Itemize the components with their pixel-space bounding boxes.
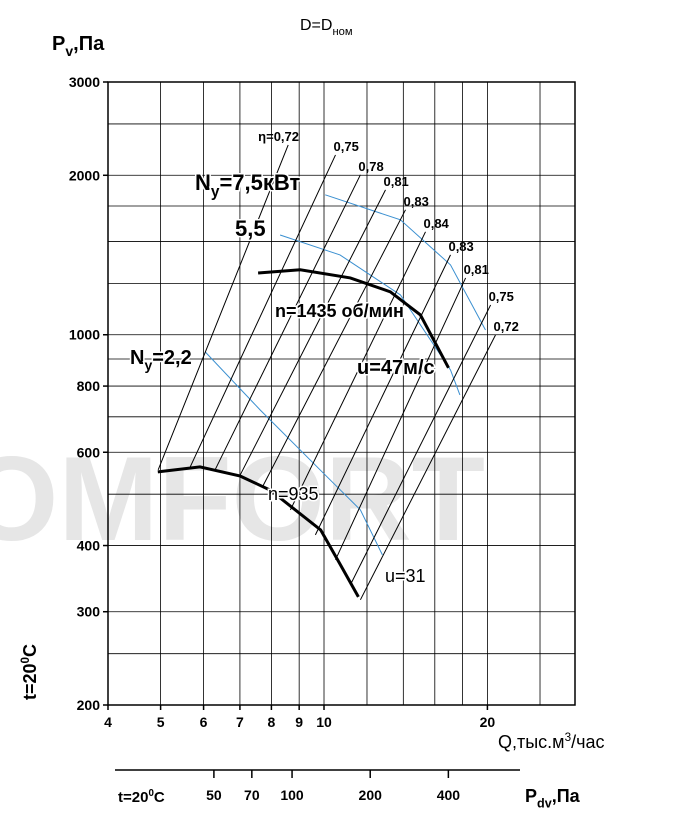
power-curve	[325, 194, 486, 331]
efficiency-label: 0,81	[383, 174, 408, 189]
efficiency-line	[359, 334, 496, 601]
x-tick-label: 5	[157, 714, 165, 730]
y-axis-label: Pv,Па	[52, 33, 105, 59]
x-axis-label: Q,тыс.м3/час	[498, 731, 604, 752]
annotation-main: N	[130, 347, 144, 369]
efficiency-label: η=0,72	[258, 129, 299, 144]
annotation-sub: y	[144, 357, 152, 373]
y-axis-label-sub: v	[65, 43, 73, 59]
speed-curve	[257, 268, 450, 369]
chart-title-sub: ном	[332, 26, 352, 38]
efficiency-line	[157, 144, 289, 470]
pdv-end-label-rest: ,Па	[552, 786, 581, 806]
side-label-rest: C	[20, 644, 40, 657]
y-tick-label: 400	[77, 538, 101, 554]
side-label: t=200C	[19, 644, 40, 700]
pdv-tick-label: 200	[359, 787, 383, 803]
power-curve	[204, 351, 383, 556]
efficiency-line	[289, 231, 426, 511]
y-tick-label: 600	[77, 444, 101, 460]
pdv-start-label: t=200C	[118, 788, 165, 806]
x-tick-label: 4	[104, 714, 112, 730]
pdv-tick-label: 50	[206, 787, 222, 803]
pdv-end-label-sub: dv	[537, 796, 552, 810]
x-axis-label-main: Q,тыс.м	[498, 732, 565, 752]
x-tick-label: 8	[268, 714, 276, 730]
y-tick-label: 300	[77, 604, 101, 620]
y-axis-label-rest: ,Па	[73, 33, 105, 55]
y-tick-label: 800	[77, 378, 101, 394]
pdv-tick-label: 100	[280, 787, 304, 803]
x-tick-label: 9	[295, 714, 303, 730]
annotation: u=31	[385, 566, 426, 586]
annotation-sub: y	[211, 184, 220, 201]
speed-curve	[157, 465, 360, 598]
pdv-start-label-main: t=20	[118, 789, 148, 806]
pdv-start-label-sup: 0	[148, 788, 154, 799]
y-tick-label: 1000	[69, 327, 100, 343]
x-tick-label: 6	[200, 714, 208, 730]
side-label-main: t=20	[20, 663, 40, 700]
annotation-main: N	[195, 170, 211, 195]
watermark: OMFORT	[0, 432, 485, 566]
annotation: n=935	[268, 484, 319, 504]
x-tick-label: 10	[316, 714, 332, 730]
efficiency-label: 0,81	[464, 262, 489, 277]
pdv-end-label: Pdv,Па	[525, 786, 581, 810]
annotation-main: 5,5	[235, 216, 266, 241]
annotation-rest: =2,2	[152, 347, 191, 369]
efficiency-line	[314, 254, 451, 536]
x-axis-label-sup: 3	[565, 731, 572, 744]
y-axis-label-main: P	[52, 33, 65, 55]
efficiency-label: 0,84	[423, 216, 449, 231]
y-tick-label: 3000	[69, 74, 100, 90]
efficiency-label: 0,72	[494, 319, 519, 334]
annotation: 5,5	[235, 216, 266, 241]
efficiency-label: 0,78	[358, 159, 383, 174]
efficiency-label: 0,83	[448, 239, 473, 254]
chart-title-main: D=D	[300, 17, 332, 34]
annotation-main: n=935	[268, 484, 319, 504]
efficiency-label: 0,75	[334, 139, 359, 154]
pdv-tick-label: 70	[244, 787, 260, 803]
annotation: Ny=2,2	[130, 347, 192, 373]
y-tick-label: 200	[77, 697, 101, 713]
efficiency-line	[189, 154, 336, 468]
x-tick-label: 7	[236, 714, 244, 730]
annotation-rest: =7,5кВт	[219, 170, 300, 195]
efficiency-line	[349, 304, 492, 586]
efficiency-label: 0,83	[404, 194, 429, 209]
annotation-main: n=1435 об/мин	[275, 301, 404, 321]
chart-title: D=Dном	[300, 17, 353, 38]
efficiency-line	[214, 174, 361, 471]
efficiency-line	[239, 189, 386, 476]
annotation: n=1435 об/мин	[275, 301, 404, 321]
x-axis-label-rest: /час	[571, 732, 604, 752]
pdv-end-label-main: P	[525, 786, 537, 806]
efficiency-line	[335, 277, 467, 561]
annotation-main: u=31	[385, 566, 426, 586]
side-label-sup: 0	[19, 656, 32, 663]
annotation: u=47м/с	[357, 357, 435, 379]
efficiency-label: 0,75	[489, 289, 514, 304]
efficiency-line	[261, 209, 406, 488]
x-tick-label: 20	[480, 714, 496, 730]
annotation: Ny=7,5кВт	[195, 170, 300, 201]
pdv-start-label-rest: C	[154, 789, 165, 806]
pdv-tick-label: 400	[437, 787, 461, 803]
plot-frame	[107, 81, 576, 706]
annotation-main: u=47м/с	[357, 357, 435, 379]
y-tick-label: 2000	[69, 167, 100, 183]
